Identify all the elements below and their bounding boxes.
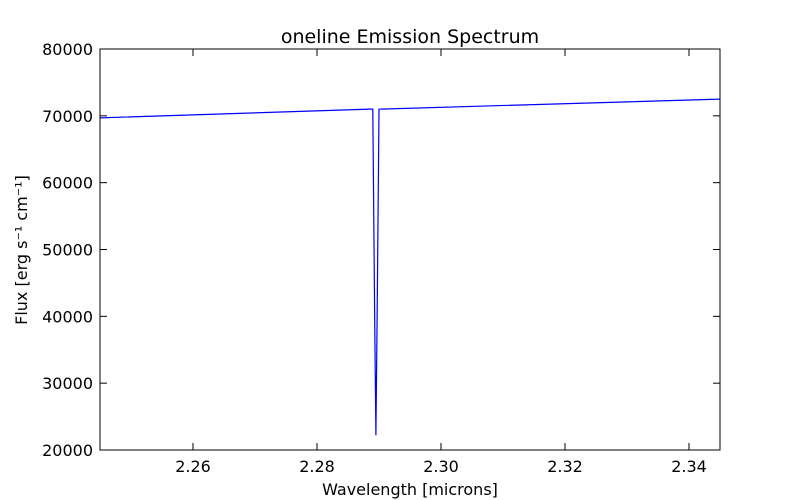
chart-title: oneline Emission Spectrum bbox=[281, 26, 539, 48]
y-tick-label: 80000 bbox=[42, 40, 93, 59]
y-tick-label: 70000 bbox=[42, 107, 93, 126]
x-tick-label: 2.34 bbox=[671, 457, 707, 476]
x-axis-label: Wavelength [microns] bbox=[322, 480, 498, 499]
y-tick-label: 60000 bbox=[42, 174, 93, 193]
plot-frame bbox=[99, 48, 721, 451]
y-tick-label: 20000 bbox=[42, 441, 93, 460]
y-tick-label: 40000 bbox=[42, 307, 93, 326]
y-tick-label: 50000 bbox=[42, 241, 93, 260]
axis-ticks: 2.26 2.28 2.30 2.32 2.34 20000 30000 40000 50000… bbox=[42, 40, 720, 476]
y-tick-label: 30000 bbox=[42, 374, 93, 393]
x-tick-label: 2.28 bbox=[299, 457, 335, 476]
spectrum-line bbox=[99, 98, 721, 436]
x-tick-label: 2.32 bbox=[547, 457, 583, 476]
y-axis-label: Flux [erg s⁻¹ cm⁻¹] bbox=[12, 175, 31, 325]
x-tick-label: 2.26 bbox=[175, 457, 211, 476]
x-tick-label: 2.30 bbox=[423, 457, 459, 476]
plot-area bbox=[99, 98, 721, 436]
